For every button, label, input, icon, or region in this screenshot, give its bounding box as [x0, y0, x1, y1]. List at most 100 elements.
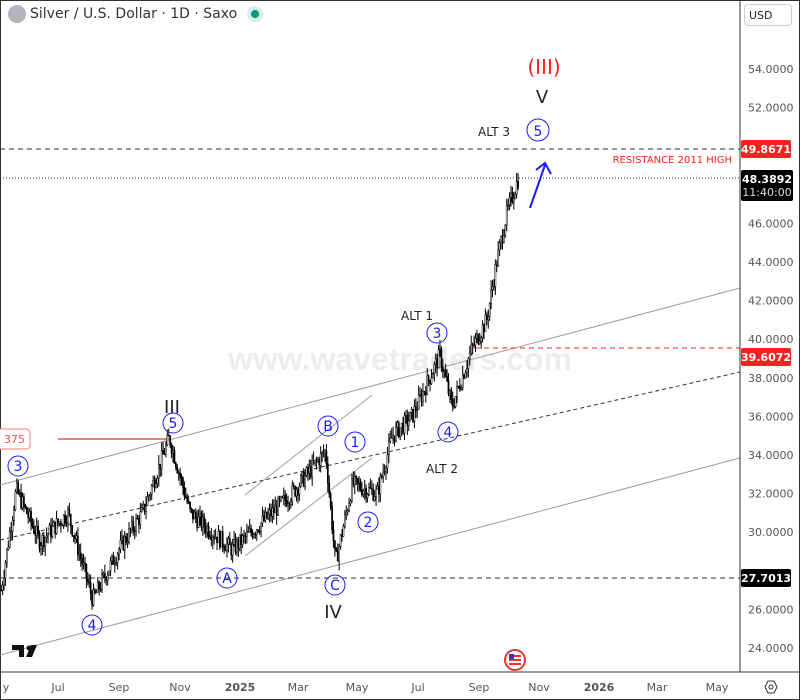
- candle-body: [95, 592, 98, 594]
- candle-body: [23, 496, 25, 506]
- candle-body: [197, 516, 200, 528]
- candle-body: [132, 521, 135, 531]
- candle-body: [498, 242, 501, 251]
- candle-body: [405, 415, 407, 417]
- candle-body: [1, 584, 4, 591]
- candle-body: [62, 514, 65, 526]
- candle-body: [454, 396, 457, 407]
- label-alt1: ALT 1: [401, 309, 433, 323]
- candle-body: [190, 508, 193, 510]
- currency-selector[interactable]: USD: [744, 4, 792, 26]
- price-axis[interactable]: 54.0000 52.0000 46.0000 44.0000 42.0000 40.00…: [748, 63, 794, 655]
- candle-body: [238, 534, 241, 549]
- candle-body: [0, 589, 3, 592]
- candle-body: [189, 501, 191, 509]
- candle-body: [307, 467, 309, 474]
- candle-body: [407, 420, 410, 426]
- channel-lines[interactable]: [0, 287, 741, 656]
- candle-body: [234, 539, 237, 553]
- candle-body: [432, 373, 434, 379]
- candle-body: [449, 390, 451, 395]
- candle-body: [74, 536, 76, 540]
- candle-body: [223, 545, 225, 550]
- candle-body: [446, 376, 448, 382]
- label-IV: IV: [324, 602, 342, 623]
- candle-body: [6, 548, 8, 564]
- svg-text:27.7013: 27.7013: [741, 572, 791, 585]
- y-tick-label: 38.0000: [748, 372, 794, 385]
- candle-body: [358, 482, 360, 484]
- candle-body: [182, 478, 184, 488]
- candle-body: [298, 486, 301, 495]
- candle-body: [108, 570, 110, 576]
- y-tick-label: 24.0000: [748, 642, 794, 655]
- candle-body: [414, 406, 417, 412]
- candle-body: [514, 194, 517, 199]
- candle-body: [69, 514, 72, 526]
- candle-body: [55, 518, 58, 534]
- up-arrow-icon: [529, 161, 552, 209]
- candle-body: [517, 181, 519, 188]
- candle-body: [86, 578, 89, 582]
- candle-body: [352, 478, 355, 485]
- candle-body: [361, 489, 363, 495]
- candle-body: [471, 344, 474, 346]
- candle-body: [440, 348, 443, 368]
- candle-body: [383, 471, 386, 473]
- candle-body: [470, 344, 473, 354]
- candle-body: [175, 462, 177, 468]
- wave-circle-3-left: 3: [7, 455, 29, 477]
- time-axis[interactable]: y Jul Sep Nov 2025 Mar May Jul Sep Nov 2026 Mar May: [3, 681, 729, 694]
- candle-body: [272, 507, 275, 514]
- candle-body: [280, 496, 282, 501]
- candle-body: [417, 394, 420, 410]
- us-flag-icon[interactable]: [504, 649, 526, 671]
- candle-body: [302, 471, 305, 487]
- candle-body: [311, 460, 314, 477]
- candle-body: [179, 472, 181, 478]
- candle-body: [4, 562, 7, 579]
- candle-body: [329, 493, 332, 507]
- candle-body: [99, 588, 102, 591]
- settings-icon[interactable]: [764, 680, 778, 694]
- svg-text:48.3892: 48.3892: [742, 173, 792, 186]
- candle-body: [264, 511, 267, 521]
- candle-body: [130, 521, 133, 531]
- candle-body: [254, 533, 257, 536]
- candle-body: [413, 406, 416, 422]
- candle-body: [268, 509, 271, 515]
- tradingview-logo-icon: [12, 645, 37, 657]
- candle-body: [423, 391, 426, 393]
- level-39-price-tag: 39.6072: [741, 348, 791, 366]
- candle-body: [65, 522, 68, 524]
- wave-circle-2: 2: [357, 511, 379, 533]
- candle-body: [476, 334, 478, 339]
- candle-body: [403, 415, 406, 434]
- candle-body: [24, 504, 27, 508]
- candle-body: [312, 460, 315, 464]
- candle-body: [89, 582, 92, 594]
- candle-body: [199, 513, 201, 517]
- candle-body: [436, 358, 438, 369]
- wave-circle-A: A: [216, 567, 238, 589]
- candle-body: [35, 526, 38, 536]
- candle-body: [214, 536, 217, 539]
- symbol-title: Silver / U.S. Dollar · 1D · Saxo: [30, 6, 238, 22]
- candle-body: [281, 496, 284, 498]
- candle-body: [478, 341, 481, 344]
- y-tick-label: 36.0000: [748, 410, 794, 423]
- candle-body: [71, 525, 74, 536]
- candle-body: [416, 408, 419, 412]
- resistance-label: RESISTANCE 2011 HIGH: [613, 155, 732, 166]
- candle-body: [113, 563, 116, 565]
- candle-body: [427, 375, 430, 381]
- candle-body: [41, 535, 44, 547]
- candle-body: [57, 518, 59, 524]
- candle-body: [488, 302, 491, 317]
- candle-body: [410, 409, 413, 413]
- candle-body: [196, 517, 199, 528]
- left-level-tag[interactable]: 375: [0, 428, 31, 450]
- candle-body: [284, 495, 287, 501]
- candle-body: [341, 534, 343, 537]
